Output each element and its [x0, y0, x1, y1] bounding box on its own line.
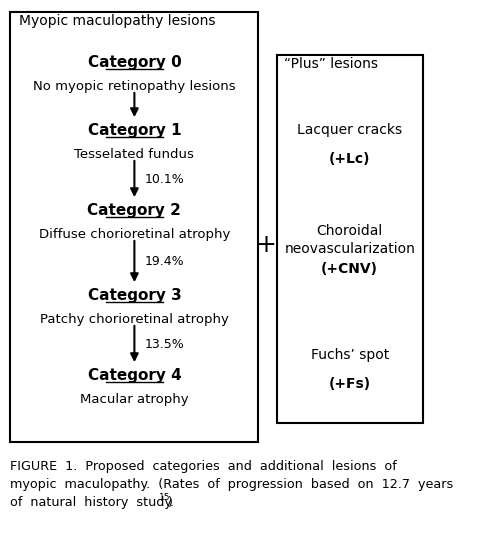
Text: 19.4%: 19.4%	[145, 255, 184, 268]
Text: Lacquer cracks: Lacquer cracks	[297, 123, 403, 137]
Text: 15: 15	[159, 493, 170, 502]
Text: Category 1: Category 1	[88, 122, 181, 137]
Text: ): )	[167, 496, 172, 509]
Text: Diffuse chorioretinal atrophy: Diffuse chorioretinal atrophy	[38, 228, 230, 241]
Text: No myopic retinopathy lesions: No myopic retinopathy lesions	[33, 80, 235, 93]
Text: Category 4: Category 4	[88, 368, 182, 383]
Text: Category 0: Category 0	[88, 54, 182, 70]
Text: Myopic maculopathy lesions: Myopic maculopathy lesions	[19, 14, 216, 28]
Text: (+CNV): (+CNV)	[321, 262, 378, 276]
Text: 13.5%: 13.5%	[145, 337, 184, 350]
Text: +: +	[255, 233, 276, 257]
Text: “Plus” lesions: “Plus” lesions	[284, 57, 378, 71]
Text: Macular atrophy: Macular atrophy	[80, 393, 188, 406]
Text: 10.1%: 10.1%	[145, 172, 184, 186]
Text: Patchy chorioretinal atrophy: Patchy chorioretinal atrophy	[40, 313, 229, 326]
Text: Category 3: Category 3	[88, 287, 182, 302]
Text: (+Lc): (+Lc)	[329, 152, 370, 166]
Text: FIGURE  1.  Proposed  categories  and  additional  lesions  of
myopic  maculopat: FIGURE 1. Proposed categories and additi…	[10, 460, 454, 509]
Text: (+Fs): (+Fs)	[328, 377, 371, 391]
Text: Choroidal
neovascularization: Choroidal neovascularization	[284, 224, 415, 256]
Text: Fuchs’ spot: Fuchs’ spot	[310, 348, 389, 362]
Text: Tesselated fundus: Tesselated fundus	[74, 148, 194, 161]
Text: Category 2: Category 2	[88, 202, 182, 217]
